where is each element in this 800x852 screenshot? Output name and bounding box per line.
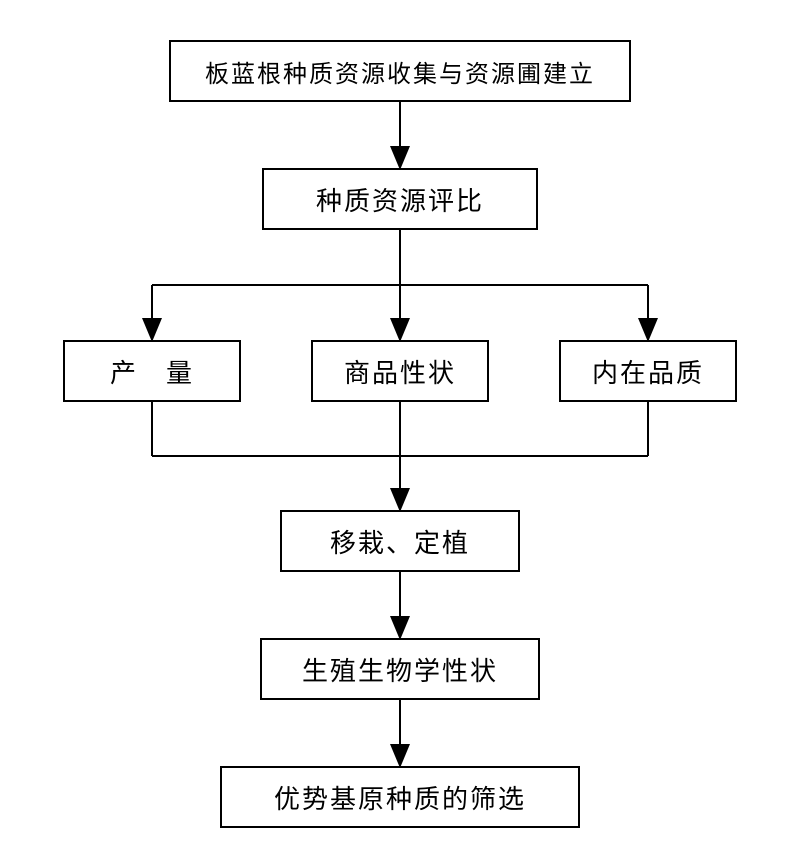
node-biology: 生殖生物学性状 <box>260 638 540 700</box>
node-commodity: 商品性状 <box>311 340 489 402</box>
node-label: 板蓝根种质资源收集与资源圃建立 <box>205 54 595 89</box>
node-label: 产 量 <box>110 353 194 390</box>
node-collection: 板蓝根种质资源收集与资源圃建立 <box>169 40 631 102</box>
node-label: 优势基原种质的筛选 <box>274 779 526 816</box>
node-quality: 内在品质 <box>559 340 737 402</box>
node-evaluation: 种质资源评比 <box>262 168 538 230</box>
node-label: 生殖生物学性状 <box>302 651 498 688</box>
node-label: 移栽、定植 <box>330 523 470 560</box>
node-label: 商品性状 <box>344 353 456 390</box>
flowchart-container: 板蓝根种质资源收集与资源圃建立 种质资源评比 产 量 商品性状 内在品质 移栽、… <box>0 0 800 852</box>
node-label: 种质资源评比 <box>316 181 484 218</box>
node-screening: 优势基原种质的筛选 <box>220 766 580 828</box>
node-label: 内在品质 <box>592 353 704 390</box>
connectors-svg <box>0 0 800 852</box>
node-transplant: 移栽、定植 <box>280 510 520 572</box>
node-yield: 产 量 <box>63 340 241 402</box>
